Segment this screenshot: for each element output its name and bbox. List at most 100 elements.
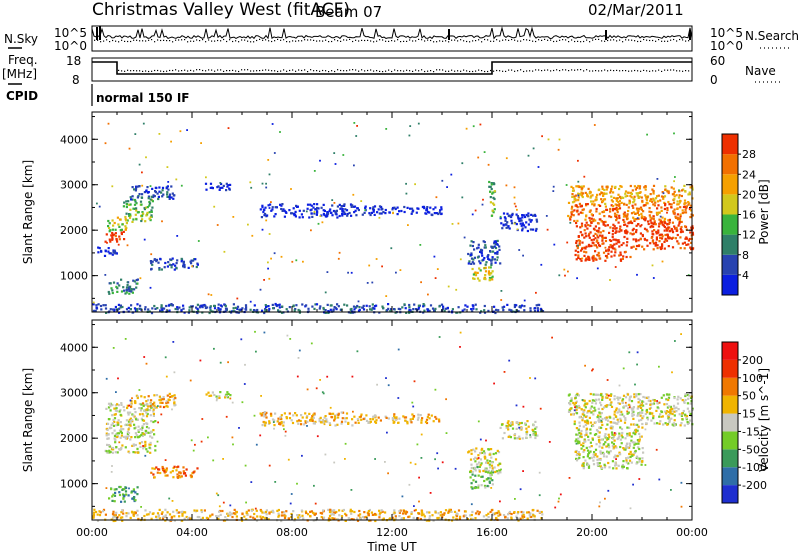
nave-dot — [175, 69, 176, 70]
echo-region — [108, 279, 139, 295]
nsearch-dot — [409, 39, 410, 40]
nsearch-dot — [415, 40, 416, 41]
echo-region — [467, 240, 501, 266]
nsearch-dot — [487, 39, 488, 40]
nave-dot — [325, 70, 326, 71]
colorbar-tick-label: 24 — [742, 168, 756, 181]
nsearch-dot — [169, 40, 170, 41]
nsky-tick-bottom: 10^0 — [54, 39, 87, 53]
nsearch-dot — [553, 41, 554, 42]
nave-dot — [265, 69, 266, 70]
plot-title: Christmas Valley West (fitACF) — [92, 0, 350, 20]
nave-dot — [205, 70, 206, 71]
nave-dot — [349, 69, 350, 70]
nave-dot — [505, 71, 506, 72]
nave-dot — [331, 70, 332, 71]
nave-dot — [340, 70, 341, 71]
nsearch-dot — [640, 41, 641, 42]
nsearch-dot — [418, 39, 419, 40]
colorbar-segment — [722, 414, 738, 432]
nsearch-dot — [94, 40, 95, 41]
nsearch-dot — [493, 41, 494, 42]
nsearch-dot — [343, 39, 344, 40]
y-tick-label: 4000 — [60, 133, 88, 146]
nave-dot — [586, 69, 587, 70]
nsearch-dot — [337, 40, 338, 41]
nsearch-dot — [613, 39, 614, 40]
nsearch-dot — [274, 40, 275, 41]
nsearch-dot — [394, 41, 395, 42]
nsearch-dot — [505, 39, 506, 40]
nave-dot — [292, 69, 293, 70]
nave-dot — [580, 69, 581, 70]
nsearch-dot — [688, 40, 689, 41]
nave-dot — [415, 70, 416, 71]
nave-dot — [556, 69, 557, 70]
nave-dot — [430, 70, 431, 71]
nsearch-dot — [535, 41, 536, 42]
echo-region — [630, 221, 695, 250]
nave-dot — [673, 69, 674, 70]
noise-traces — [92, 26, 692, 42]
nsearch-dot — [583, 41, 584, 42]
nave-dot — [526, 70, 527, 71]
nave-dot — [625, 70, 626, 71]
nsearch-dot — [283, 39, 284, 40]
nave-dot — [427, 71, 428, 72]
colorbar-segment — [722, 360, 738, 378]
nsearch-dot — [247, 41, 248, 42]
nsearch-dot — [508, 40, 509, 41]
nsearch-dot — [202, 39, 203, 40]
nsearch-dot — [637, 41, 638, 42]
nave-dot — [664, 70, 665, 71]
nave-dot — [568, 70, 569, 71]
nave-dot — [544, 70, 545, 71]
nave-dot — [376, 70, 377, 71]
nave-dot — [202, 70, 203, 71]
nave-dot — [256, 70, 257, 71]
colorbar-tick-label: 12 — [742, 229, 756, 242]
nsearch-dot — [631, 40, 632, 41]
nsearch-dot — [370, 40, 371, 41]
echo-region — [500, 212, 539, 232]
echo-region — [105, 231, 126, 243]
nave-dot — [286, 71, 287, 72]
nsearch-dot — [106, 39, 107, 40]
nave-dot — [622, 70, 623, 71]
nave-tick-top: 60 — [710, 54, 725, 68]
nave-dot — [598, 70, 599, 71]
nave-dot — [688, 70, 689, 71]
nave-dot — [178, 70, 179, 71]
nsearch-dot — [517, 41, 518, 42]
colorbar-segment — [722, 174, 738, 194]
nave-dot — [181, 70, 182, 71]
nave-dot — [226, 70, 227, 71]
nave-dot — [547, 69, 548, 70]
nsearch-dot — [379, 39, 380, 40]
nave-dot — [328, 71, 329, 72]
echo-region — [150, 466, 198, 479]
nave-dot — [589, 70, 590, 71]
echo-region — [130, 393, 177, 409]
colorbar-tick-label: -200 — [742, 479, 767, 492]
x-tick-label: 00:00 — [676, 526, 708, 539]
nsearch-dot — [181, 39, 182, 40]
echo-region — [355, 205, 443, 216]
nsearch-dot — [457, 40, 458, 41]
echo-region — [467, 447, 501, 474]
nave-dot — [508, 70, 509, 71]
nave-dot — [163, 71, 164, 72]
nsky-tick-top: 10^5 — [54, 26, 87, 40]
echo-region — [206, 391, 232, 400]
y-tick-label: 2000 — [60, 432, 88, 445]
nave-dot — [355, 69, 356, 70]
nave-dot — [277, 71, 278, 72]
nave-dot — [160, 71, 161, 72]
nave-dot — [346, 70, 347, 71]
nave-dot — [679, 70, 680, 71]
nsearch-dot — [244, 40, 245, 41]
nsearch-dot — [187, 41, 188, 42]
nsearch-dot — [235, 40, 236, 41]
